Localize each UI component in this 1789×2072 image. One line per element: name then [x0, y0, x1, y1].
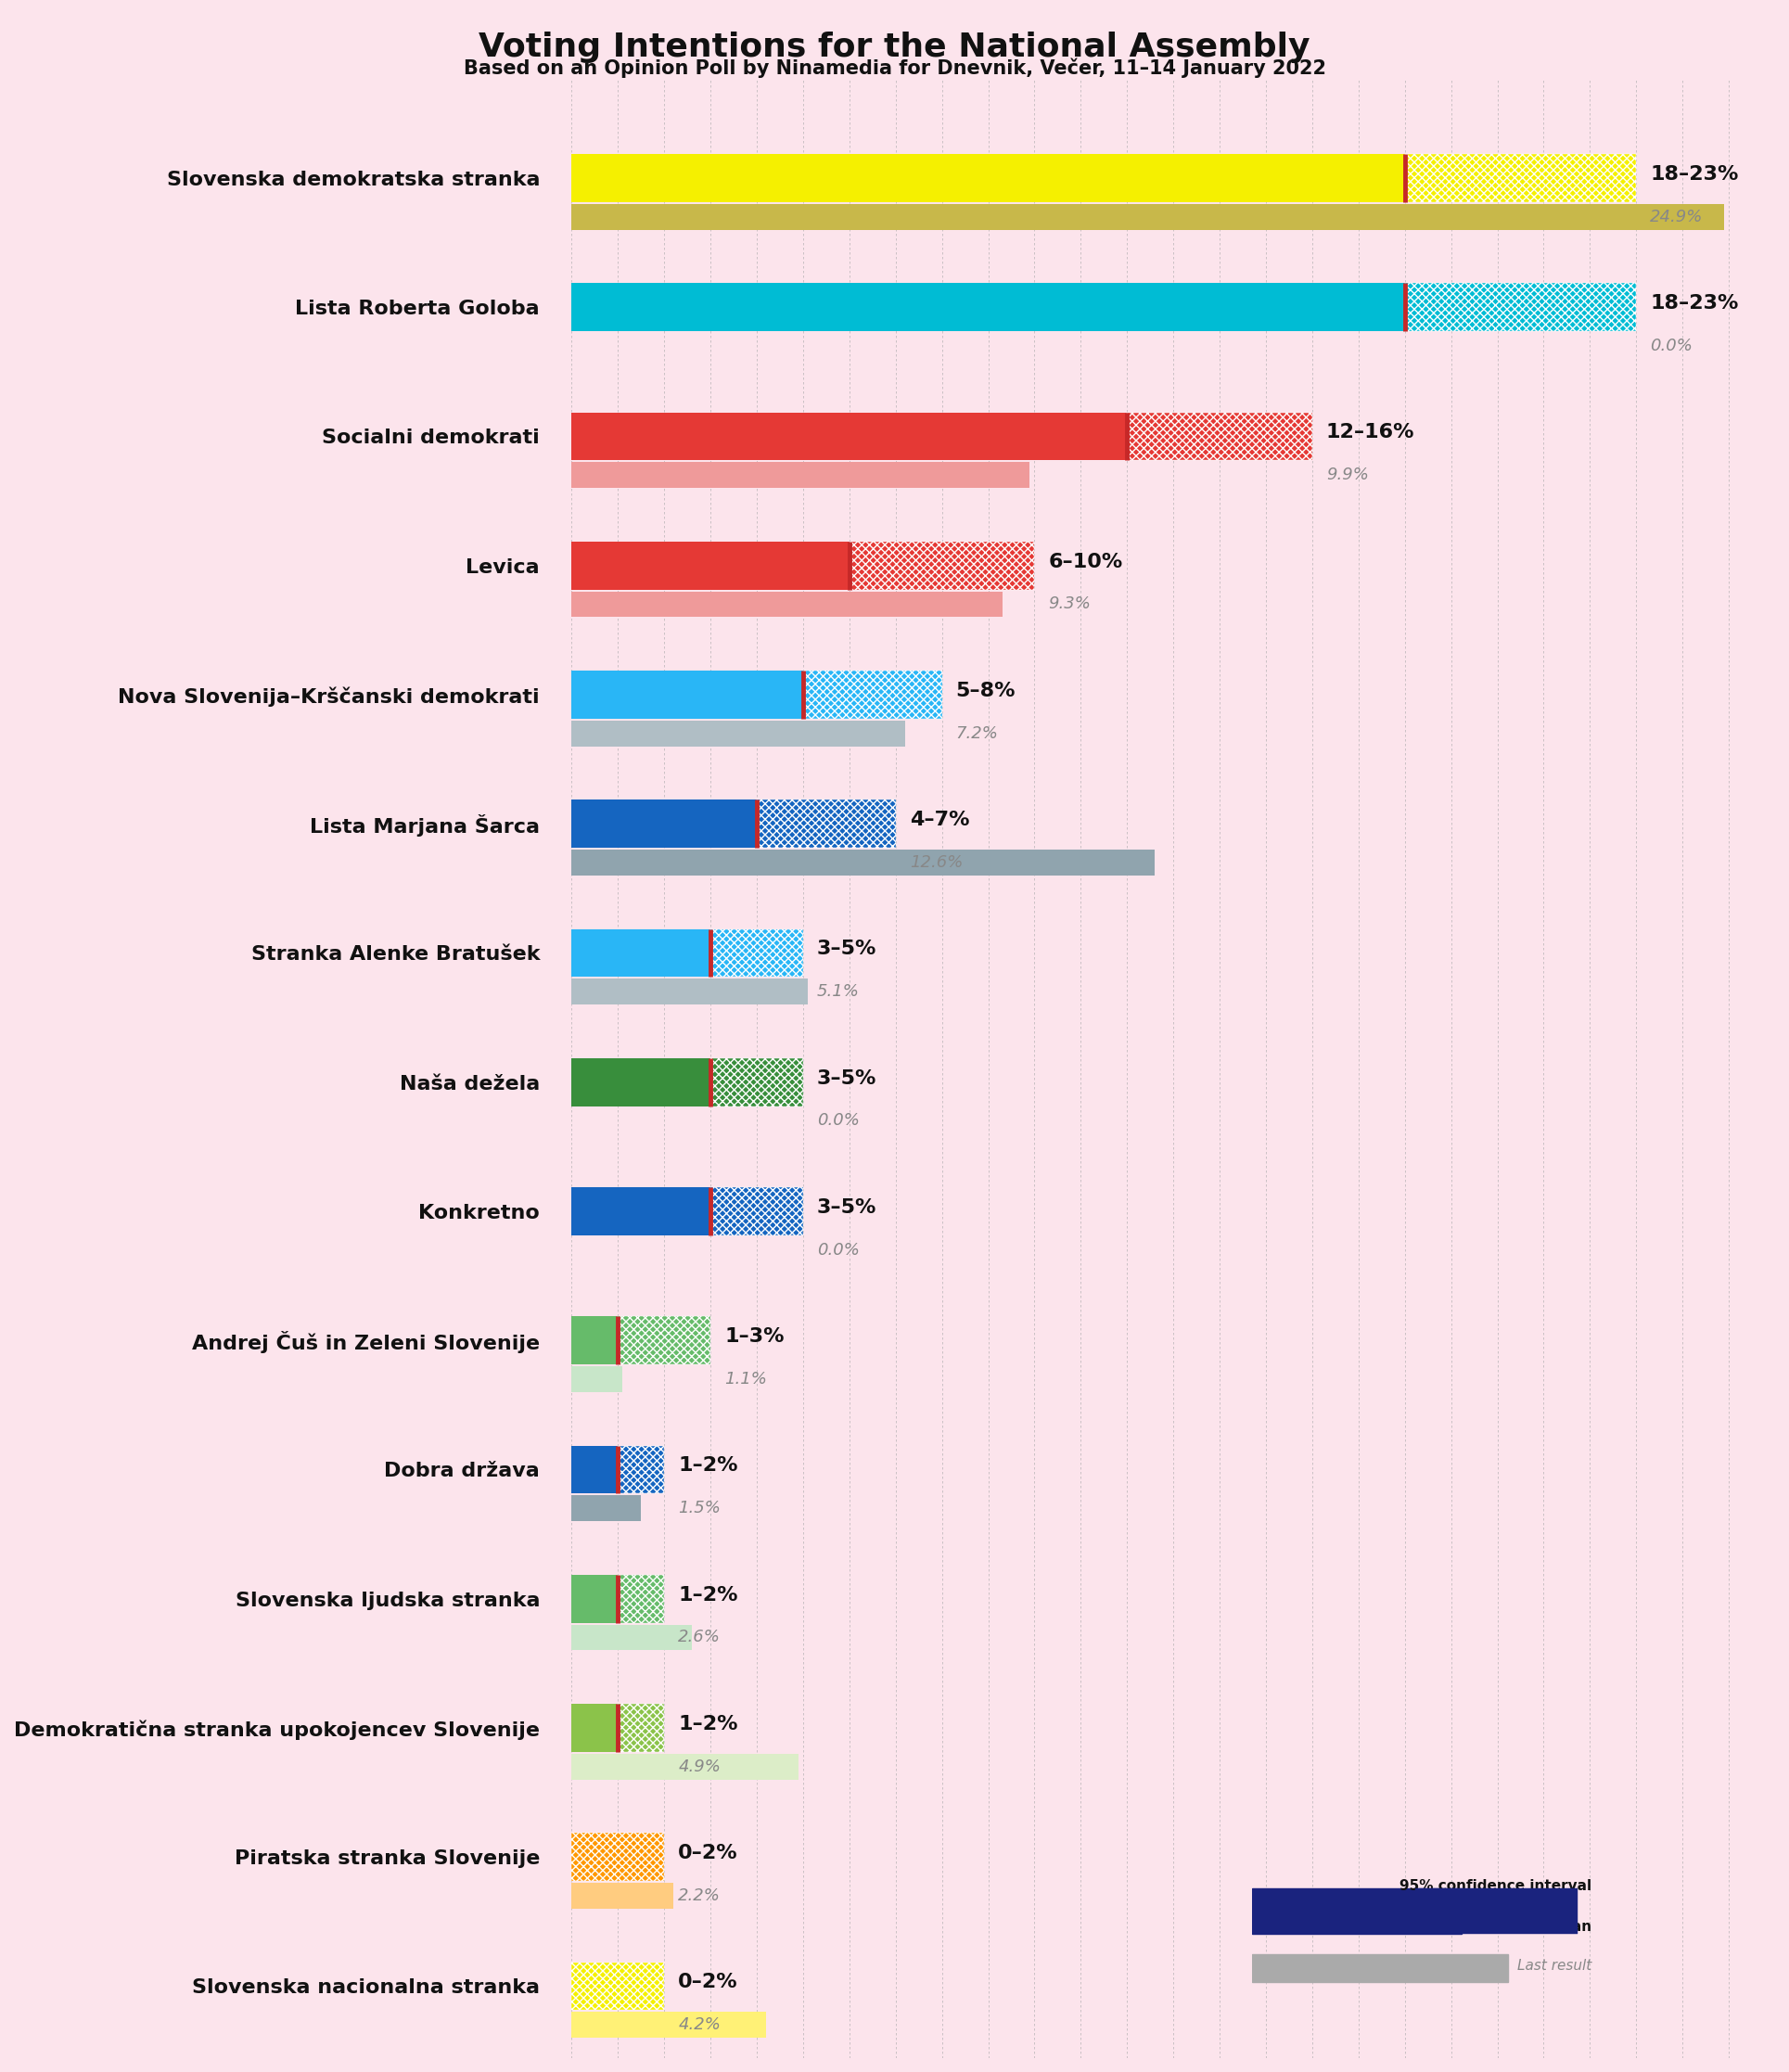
Bar [572, 153, 1404, 201]
Bar [572, 1624, 692, 1649]
Bar [1415, 1888, 1578, 1933]
Bar [572, 721, 905, 746]
Bar [572, 284, 1404, 332]
Bar [572, 2012, 766, 2037]
Text: 12.6%: 12.6% [909, 854, 962, 870]
Text: 0–2%: 0–2% [678, 1844, 739, 1863]
Text: 18–23%: 18–23% [1649, 294, 1739, 313]
Bar [617, 1703, 664, 1751]
Text: 9.9%: 9.9% [1326, 466, 1369, 483]
Text: 2.2%: 2.2% [678, 1888, 721, 1904]
Bar [1252, 1954, 1508, 1981]
Bar [572, 1059, 710, 1106]
Bar [617, 1575, 664, 1622]
Text: 1.1%: 1.1% [725, 1372, 767, 1388]
Bar [572, 203, 1725, 230]
Bar [572, 462, 1030, 489]
Bar [1404, 153, 1637, 201]
Bar [1252, 1888, 1462, 1933]
Text: 3–5%: 3–5% [818, 1198, 877, 1216]
Text: 1.5%: 1.5% [678, 1500, 721, 1517]
Text: 1–3%: 1–3% [725, 1328, 784, 1347]
Text: 1–2%: 1–2% [678, 1457, 737, 1475]
Text: 4.9%: 4.9% [678, 1759, 721, 1776]
Text: 4–7%: 4–7% [909, 810, 970, 829]
Bar [757, 800, 896, 847]
Text: 1–2%: 1–2% [678, 1716, 737, 1734]
Bar [572, 1496, 640, 1521]
Bar [1127, 412, 1313, 460]
Bar [617, 1446, 664, 1494]
Text: 9.3%: 9.3% [1048, 597, 1091, 613]
Bar [850, 541, 1034, 588]
Text: with median: with median [1494, 1921, 1592, 1935]
Bar [572, 591, 1002, 617]
Text: 6–10%: 6–10% [1048, 553, 1123, 572]
Text: 2.6%: 2.6% [678, 1629, 721, 1645]
Text: 24.9%: 24.9% [1649, 209, 1703, 226]
Bar [572, 800, 757, 847]
Bar [803, 671, 943, 719]
Bar [710, 1059, 803, 1106]
Bar [572, 412, 1127, 460]
Bar [617, 1316, 710, 1363]
Bar [572, 1703, 617, 1751]
Bar [572, 541, 850, 588]
Bar [572, 1575, 617, 1622]
Bar [572, 1316, 617, 1363]
Bar [1404, 284, 1637, 332]
Text: 3–5%: 3–5% [818, 941, 877, 959]
Text: Based on an Opinion Poll by Ninamedia for Dnevnik, Večer, 11–14 January 2022: Based on an Opinion Poll by Ninamedia fo… [463, 58, 1326, 79]
Bar [572, 850, 1156, 876]
Text: 5.1%: 5.1% [818, 984, 859, 1001]
Bar [572, 1883, 673, 1908]
Text: 12–16%: 12–16% [1326, 423, 1415, 441]
Bar [572, 1753, 798, 1780]
Text: 3–5%: 3–5% [818, 1069, 877, 1088]
Text: 0.0%: 0.0% [818, 1113, 859, 1129]
Bar [572, 978, 807, 1005]
Bar [572, 1187, 710, 1235]
Text: 5–8%: 5–8% [955, 682, 1016, 700]
Text: 18–23%: 18–23% [1649, 166, 1739, 184]
Text: Voting Intentions for the National Assembly: Voting Intentions for the National Assem… [479, 31, 1310, 62]
Bar [572, 928, 710, 976]
Text: 1–2%: 1–2% [678, 1585, 737, 1604]
Text: 0.0%: 0.0% [818, 1241, 859, 1258]
Text: 0–2%: 0–2% [678, 1973, 739, 1991]
Text: 0.0%: 0.0% [1649, 338, 1692, 354]
Text: 95% confidence interval: 95% confidence interval [1399, 1879, 1592, 1894]
Bar [710, 1187, 803, 1235]
Bar [572, 1834, 664, 1881]
Text: Last result: Last result [1517, 1960, 1592, 1973]
Bar [572, 1962, 664, 2010]
Text: 4.2%: 4.2% [678, 2016, 721, 2033]
Text: 7.2%: 7.2% [955, 725, 998, 742]
Bar [572, 1446, 617, 1494]
Bar [710, 928, 803, 976]
Bar [572, 1365, 623, 1392]
Bar [572, 671, 803, 719]
